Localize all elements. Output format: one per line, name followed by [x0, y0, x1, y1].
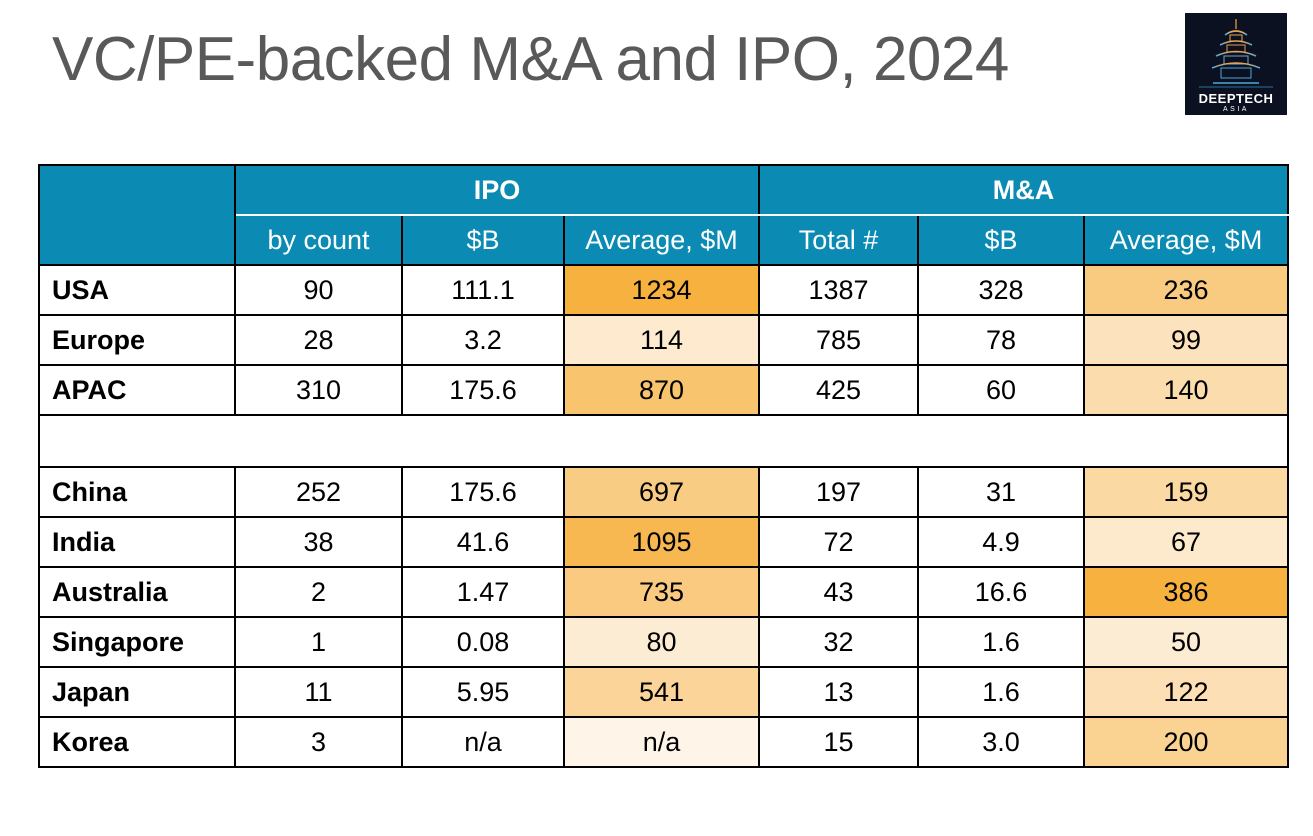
- col-header-ipo-count: by count: [234, 214, 403, 266]
- cell-ma-usd-b: 16.6: [917, 566, 1085, 618]
- cell-ma-total: 785: [758, 314, 919, 366]
- page-title: VC/PE-backed M&A and IPO, 2024: [52, 25, 1009, 94]
- cell-ma-total: 425: [758, 364, 919, 416]
- cell-ipo-usd-b: 5.95: [401, 666, 565, 718]
- cell-ipo-count: 38: [234, 516, 403, 568]
- logo-text-secondary: ASIA: [1223, 106, 1249, 113]
- cell-ma-total: 1387: [758, 264, 919, 316]
- cell-ipo-average: n/a: [563, 716, 760, 768]
- cell-ma-usd-b: 4.9: [917, 516, 1085, 568]
- cell-ma-total: 197: [758, 466, 919, 518]
- row-label: India: [38, 516, 236, 568]
- cell-ipo-average: 541: [563, 666, 760, 718]
- col-header-ma-usd-b: $B: [917, 214, 1085, 266]
- col-header-ipo-average: Average, $M: [563, 214, 760, 266]
- cell-ma-usd-b: 31: [917, 466, 1085, 518]
- cell-ma-usd-b: 3.0: [917, 716, 1085, 768]
- group-header-ma: M&A: [757, 164, 1290, 216]
- cell-ipo-usd-b: 3.2: [401, 314, 565, 366]
- cell-ma-usd-b: 60: [917, 364, 1085, 416]
- cell-ma-usd-b: 78: [917, 314, 1085, 366]
- row-label: USA: [38, 264, 236, 316]
- logo-text-primary: DEEPTECH: [1198, 91, 1274, 106]
- pagoda-icon: [1199, 19, 1273, 88]
- spacer-cell: [37, 414, 1290, 468]
- table-row: India 38 41.6 1095 72 4.9 67: [38, 516, 1290, 568]
- cell-ma-average: 50: [1082, 616, 1290, 668]
- cell-ipo-average: 1095: [563, 516, 760, 568]
- table-row: Singapore 1 0.08 80 32 1.6 50: [38, 616, 1290, 668]
- row-label: Singapore: [38, 616, 236, 668]
- table-row: Europe 28 3.2 114 785 78 99: [38, 314, 1290, 366]
- table-row: APAC 310 175.6 870 425 60 140: [38, 364, 1290, 416]
- cell-ipo-count: 252: [234, 466, 403, 518]
- cell-ma-total: 72: [758, 516, 919, 568]
- cell-ipo-usd-b: n/a: [401, 716, 565, 768]
- cell-ipo-average: 1234: [563, 264, 760, 316]
- cell-ipo-count: 90: [234, 264, 403, 316]
- row-label: Japan: [38, 666, 236, 718]
- row-label: Australia: [38, 566, 236, 618]
- deeptech-asia-logo: DEEPTECH ASIA: [1185, 13, 1287, 115]
- row-label: APAC: [38, 364, 236, 416]
- cell-ipo-count: 3: [234, 716, 403, 768]
- row-label: Europe: [38, 314, 236, 366]
- cell-ma-usd-b: 328: [917, 264, 1085, 316]
- cell-ipo-usd-b: 1.47: [401, 566, 565, 618]
- cell-ma-total: 43: [758, 566, 919, 618]
- cell-ma-average: 122: [1082, 666, 1290, 718]
- cell-ipo-count: 28: [234, 314, 403, 366]
- col-header-ma-average: Average, $M: [1082, 214, 1290, 266]
- group-header-ipo: IPO: [234, 164, 760, 216]
- cell-ma-average: 140: [1082, 364, 1290, 416]
- cell-ipo-count: 11: [234, 666, 403, 718]
- cell-ma-average: 236: [1082, 264, 1290, 316]
- cell-ipo-average: 80: [563, 616, 760, 668]
- cell-ipo-average: 870: [563, 364, 760, 416]
- table-row: Japan 11 5.95 541 13 1.6 122: [38, 666, 1290, 718]
- cell-ipo-average: 735: [563, 566, 760, 618]
- cell-ipo-usd-b: 0.08: [401, 616, 565, 668]
- cell-ipo-usd-b: 41.6: [401, 516, 565, 568]
- header-corner: [38, 164, 236, 266]
- cell-ma-average: 200: [1082, 716, 1290, 768]
- cell-ma-average: 99: [1082, 314, 1290, 366]
- cell-ipo-usd-b: 175.6: [401, 466, 565, 518]
- spacer-row: [37, 414, 1290, 468]
- table-row: Australia 2 1.47 735 43 16.6 386: [38, 566, 1290, 618]
- row-label: Korea: [38, 716, 236, 768]
- cell-ma-average: 67: [1082, 516, 1290, 568]
- ma-ipo-table: IPO M&A by count $B Average, $M Total # …: [37, 164, 1290, 768]
- table-row: USA 90 111.1 1234 1387 328 236: [38, 264, 1290, 316]
- cell-ipo-count: 2: [234, 566, 403, 618]
- cell-ma-total: 13: [758, 666, 919, 718]
- cell-ipo-average: 697: [563, 466, 760, 518]
- cell-ipo-usd-b: 175.6: [401, 364, 565, 416]
- cell-ma-average: 386: [1082, 566, 1290, 618]
- cell-ma-usd-b: 1.6: [917, 666, 1085, 718]
- cell-ipo-usd-b: 111.1: [401, 264, 565, 316]
- cell-ma-usd-b: 1.6: [917, 616, 1085, 668]
- col-header-ma-total: Total #: [758, 214, 919, 266]
- cell-ma-average: 159: [1082, 466, 1290, 518]
- table-row: Korea 3 n/a n/a 15 3.0 200: [38, 716, 1290, 768]
- cell-ipo-count: 1: [234, 616, 403, 668]
- col-header-ipo-usd-b: $B: [401, 214, 565, 266]
- cell-ma-total: 32: [758, 616, 919, 668]
- row-label: China: [38, 466, 236, 518]
- table-row: China 252 175.6 697 197 31 159: [38, 466, 1290, 518]
- cell-ma-total: 15: [758, 716, 919, 768]
- cell-ipo-count: 310: [234, 364, 403, 416]
- cell-ipo-average: 114: [563, 314, 760, 366]
